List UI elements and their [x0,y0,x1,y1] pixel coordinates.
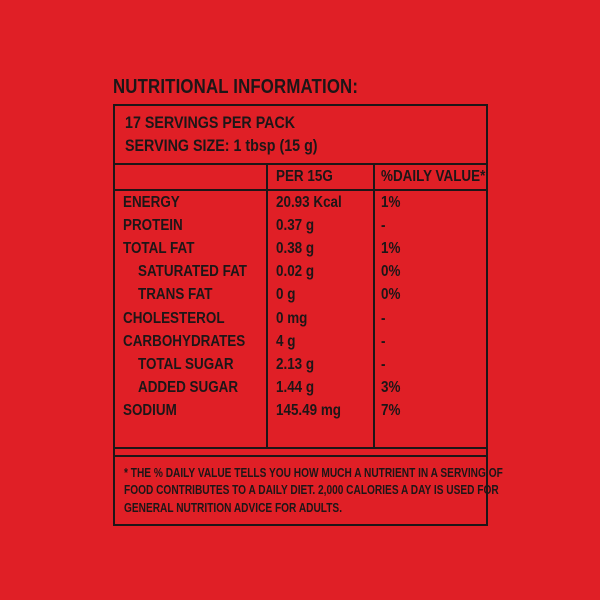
nutrient-daily-value: 3% [373,376,486,400]
nutrient-amount: 1.44 g [266,376,373,400]
nutrient-amount: 0.02 g [266,260,373,284]
nutrient-amount: 0 mg [266,306,373,331]
nutrient-amount: 145.49 mg [266,399,373,423]
nutrient-label: CARBOHYDRATES [123,332,246,350]
nutrient-daily-value: - [373,214,486,238]
nutrient-label: TRANS FAT [138,286,213,304]
nutrition-facts-panel: 17 SERVINGS PER PACK SERVING SIZE: 1 tbs… [113,104,503,527]
nutrient-amount: 0.37 g [266,214,373,238]
nutrient-label: CHOLESTEROL [123,309,225,327]
header-nutrient [115,165,266,191]
nutrient-amount: 4 g [266,330,373,354]
nutrient-amount: 20.93 Kcal [266,191,373,215]
page-title-text: NUTRITIONAL INFORMATION: [113,76,359,98]
nutrient-daily-value: 0% [373,283,486,307]
table-spacer [373,422,486,447]
nutrient-amount: 0.38 g [266,237,373,261]
table-spacer [115,423,266,447]
nutrient-daily-value: 1% [373,237,486,261]
header-per-15g: PER 15G [266,165,373,191]
nutrient-daily-value: 1% [373,191,486,215]
footnote-line: GENERAL NUTRITION ADVICE FOR ADULTS. [124,499,343,515]
footnote-line: FOOD CONTRIBUTES TO A DAILY DIET. 2,000 … [124,482,499,498]
footnote-line: * THE % DAILY VALUE TELLS YOU HOW MUCH A… [124,464,503,480]
daily-value-footnote: * THE % DAILY VALUE TELLS YOU HOW MUCH A… [115,454,503,525]
nutrient-daily-value: - [373,330,486,354]
nutrient-label: ADDED SUGAR [138,379,239,397]
nutrient-label: SATURATED FAT [138,263,248,281]
table-spacer [266,422,373,447]
header-daily-value: %DAILY VALUE* [373,165,486,191]
nutrient-daily-value: - [373,306,486,331]
nutrient-daily-value: 0% [373,260,486,284]
nutrient-label: PROTEIN [123,216,183,234]
nutrition-table: PER 15G %DAILY VALUE* ENERGY 20.93 Kcal … [115,165,486,449]
nutrient-label: SODIUM [123,402,177,420]
servings-per-pack: 17 SERVINGS PER PACK [125,113,296,132]
panel-divider-gap [115,448,486,455]
serving-size: SERVING SIZE: 1 tbsp (15 g) [125,136,318,155]
nutrient-label: ENERGY [123,193,180,211]
nutrient-label: TOTAL FAT [123,239,195,257]
nutrient-label: TOTAL SUGAR [138,355,234,373]
nutrient-amount: 0 g [266,283,373,307]
page-title: NUTRITIONAL INFORMATION: [113,76,405,99]
nutrient-daily-value: - [373,353,486,377]
serving-info-section: 17 SERVINGS PER PACK SERVING SIZE: 1 tbs… [115,106,486,165]
nutrient-amount: 2.13 g [266,353,373,377]
nutrient-daily-value: 7% [373,399,486,423]
